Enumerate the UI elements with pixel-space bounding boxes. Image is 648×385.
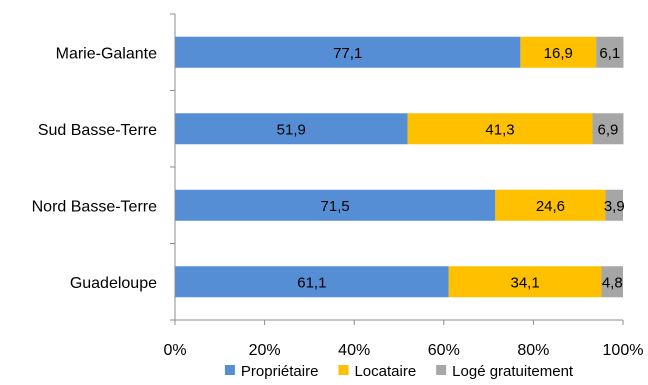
bar-guadeloupe-proprietaire [175, 266, 449, 298]
legend-item-locataire: Locataire [338, 363, 416, 380]
legend-swatch-locataire [338, 365, 349, 375]
data-label-marie-galante-loge-gratuitement: 6,1 [599, 45, 620, 62]
bar-marie-galante-loge-gratuitement [596, 36, 624, 68]
x-tick-label-4: 80% [517, 342, 549, 359]
category-label-marie-galante: Marie-Galante [56, 45, 157, 62]
bar-guadeloupe-locataire [448, 266, 602, 298]
x-tick-label-1: 20% [249, 342, 281, 359]
data-label-nord-basse-terre-loge-gratuitement: 3,9 [604, 198, 625, 215]
bar-nord-basse-terre-loge-gratuitement [605, 189, 623, 221]
x-tick-label-2: 40% [338, 342, 370, 359]
bars-group [175, 36, 624, 298]
legend: Propriétaire Locataire Logé gratuitement [224, 363, 574, 380]
data-label-sud-basse-terre-locataire: 41,3 [485, 121, 514, 138]
legend-item-proprietaire: Propriétaire [224, 363, 319, 380]
bar-sud-basse-terre-locataire [407, 113, 593, 145]
bar-marie-galante-locataire [520, 36, 597, 68]
bar-marie-galante-proprietaire [175, 36, 521, 68]
bar-guadeloupe-loge-gratuitement [601, 266, 623, 298]
data-label-guadeloupe-loge-gratuitement: 4,8 [602, 274, 623, 291]
data-label-nord-basse-terre-locataire: 24,6 [536, 198, 565, 215]
category-label-guadeloupe: Guadeloupe [70, 275, 157, 292]
bar-sud-basse-terre-proprietaire [175, 113, 408, 145]
bar-nord-basse-terre-locataire [495, 189, 606, 221]
legend-swatch-proprietaire [224, 365, 235, 375]
x-tick-label-5: 100% [603, 342, 644, 359]
labels-group: 77,1 16,9 6,1 Marie-Galante 51,9 41,3 6,9 Sud B… [32, 45, 644, 359]
axes-group [170, 13, 624, 325]
category-label-sud-basse-terre: Sud Basse-Terre [38, 122, 157, 139]
data-label-guadeloupe-proprietaire: 61,1 [297, 274, 326, 291]
data-label-sud-basse-terre-loge-gratuitement: 6,9 [598, 121, 619, 138]
x-tick-label-3: 60% [428, 342, 460, 359]
x-tick-label-0: 0% [163, 342, 186, 359]
legend-item-loge-gratuitement: Logé gratuitement [436, 363, 574, 380]
legend-swatch-loge-gratuitement [436, 365, 447, 375]
legend-label-loge-gratuitement: Logé gratuitement [452, 363, 574, 380]
legend-label-proprietaire: Propriétaire [241, 363, 319, 380]
data-label-marie-galante-proprietaire: 77,1 [333, 45, 362, 62]
bar-sud-basse-terre-loge-gratuitement [592, 113, 624, 145]
data-label-marie-galante-locataire: 16,9 [544, 45, 573, 62]
bar-nord-basse-terre-proprietaire [175, 189, 496, 221]
legend-label-locataire: Locataire [354, 363, 416, 380]
data-label-nord-basse-terre-proprietaire: 71,5 [321, 198, 350, 215]
category-label-nord-basse-terre: Nord Basse-Terre [32, 198, 157, 215]
data-label-guadeloupe-locataire: 34,1 [511, 274, 540, 291]
data-label-sud-basse-terre-proprietaire: 51,9 [277, 121, 306, 138]
